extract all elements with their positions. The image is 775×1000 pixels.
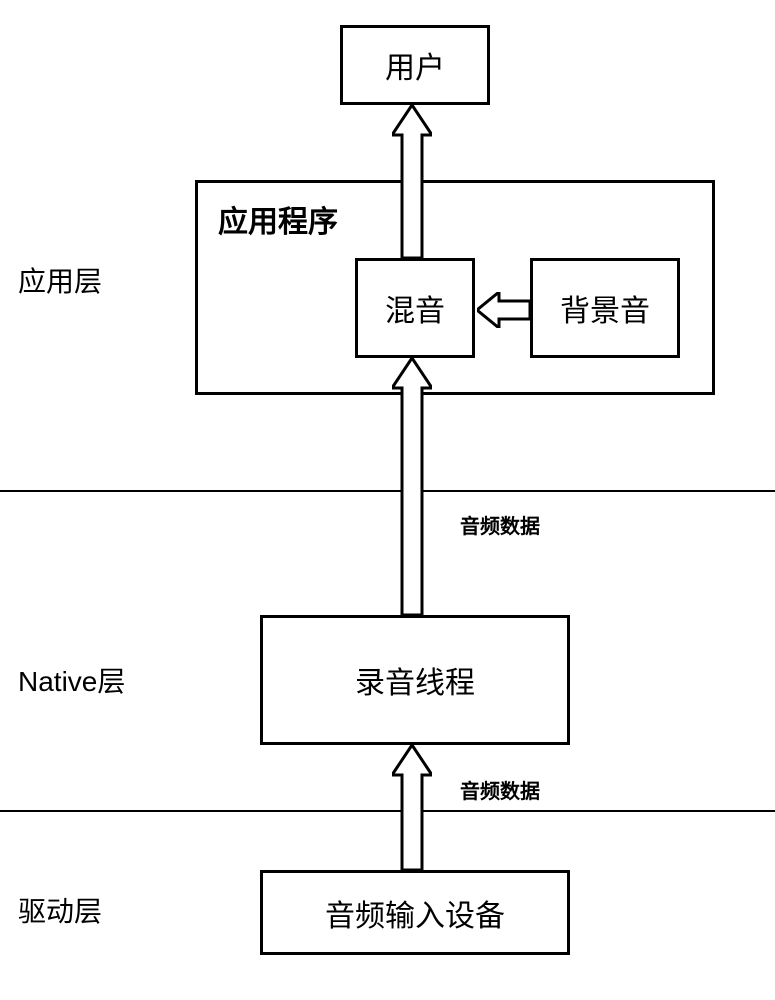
layer-label-native: Native层 — [18, 660, 125, 700]
edge-label-audio-1: 音频数据 — [460, 510, 540, 539]
edge-label-audio-2: 音频数据 — [460, 775, 540, 804]
arrow-mix-to-user — [392, 105, 432, 258]
node-user: 用户 — [340, 25, 490, 105]
node-rec-thread: 录音线程 — [260, 615, 570, 745]
node-audio-input-label: 音频输入设备 — [325, 891, 505, 935]
arrow-input-to-rec — [392, 745, 432, 870]
layer-divider — [0, 490, 775, 492]
layer-label-app: 应用层 — [18, 260, 102, 300]
node-bgm: 背景音 — [530, 258, 680, 358]
arrow-bgm-to-mix — [477, 292, 530, 328]
layer-divider — [0, 810, 775, 812]
node-mix: 混音 — [355, 258, 475, 358]
layer-label-driver: 驱动层 — [18, 890, 102, 930]
node-user-label: 用户 — [385, 43, 445, 87]
arrow-rec-to-mix — [392, 358, 432, 615]
node-app-title: 应用程序 — [218, 197, 338, 241]
node-audio-input: 音频输入设备 — [260, 870, 570, 955]
node-rec-thread-label: 录音线程 — [355, 658, 475, 702]
node-bgm-label: 背景音 — [560, 286, 650, 330]
node-mix-label: 混音 — [385, 286, 445, 330]
